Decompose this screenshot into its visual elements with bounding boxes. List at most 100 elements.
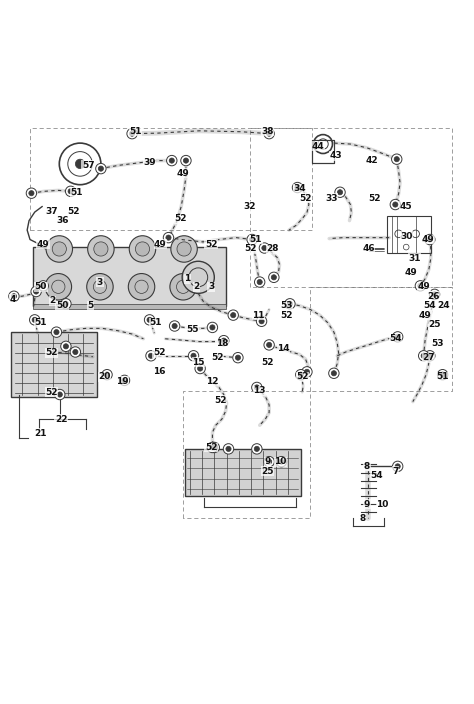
- Circle shape: [247, 234, 257, 245]
- Text: 49: 49: [37, 240, 50, 249]
- Text: 12: 12: [206, 377, 219, 386]
- Circle shape: [418, 283, 423, 289]
- Circle shape: [304, 370, 310, 375]
- Text: 44: 44: [312, 142, 325, 151]
- Text: 52: 52: [296, 372, 309, 381]
- Text: 53: 53: [432, 339, 444, 348]
- Text: 52: 52: [281, 310, 293, 320]
- Circle shape: [295, 185, 300, 190]
- Circle shape: [296, 370, 306, 380]
- Circle shape: [419, 351, 429, 361]
- Text: 27: 27: [422, 353, 435, 362]
- Bar: [33, 246, 226, 306]
- Text: 10: 10: [274, 457, 287, 466]
- Circle shape: [68, 189, 73, 194]
- Text: 9: 9: [364, 500, 370, 509]
- Text: 33: 33: [325, 194, 338, 203]
- Text: 31: 31: [408, 254, 420, 263]
- Text: 52: 52: [46, 388, 58, 396]
- Text: 7: 7: [392, 467, 399, 476]
- Circle shape: [52, 242, 66, 256]
- Circle shape: [207, 442, 218, 453]
- Circle shape: [61, 341, 71, 351]
- Circle shape: [171, 236, 197, 262]
- Circle shape: [335, 187, 345, 197]
- Text: 46: 46: [362, 244, 375, 253]
- Circle shape: [415, 281, 426, 291]
- Circle shape: [55, 389, 65, 400]
- Text: 34: 34: [293, 184, 306, 194]
- Text: 9: 9: [264, 457, 271, 466]
- Circle shape: [231, 313, 236, 318]
- Circle shape: [94, 242, 108, 256]
- Circle shape: [9, 291, 19, 301]
- Text: 52: 52: [68, 207, 80, 215]
- Circle shape: [432, 291, 437, 297]
- Circle shape: [34, 289, 39, 294]
- Circle shape: [269, 272, 279, 282]
- Circle shape: [212, 445, 217, 450]
- Text: 54: 54: [423, 301, 436, 310]
- Circle shape: [210, 325, 215, 330]
- Text: 3: 3: [97, 277, 103, 287]
- Circle shape: [209, 442, 219, 453]
- Text: 52: 52: [262, 358, 274, 367]
- Circle shape: [262, 246, 267, 251]
- Circle shape: [188, 351, 199, 361]
- Circle shape: [266, 131, 272, 137]
- Bar: [312, 140, 334, 163]
- Circle shape: [145, 315, 155, 325]
- Circle shape: [228, 310, 238, 320]
- Text: 55: 55: [186, 325, 198, 334]
- Text: 8: 8: [359, 514, 365, 523]
- Text: 54: 54: [389, 334, 401, 344]
- Text: 43: 43: [330, 151, 343, 161]
- Circle shape: [233, 353, 243, 363]
- Circle shape: [276, 456, 287, 467]
- Circle shape: [249, 237, 255, 242]
- Circle shape: [331, 371, 337, 376]
- Circle shape: [65, 186, 76, 196]
- Circle shape: [87, 274, 113, 300]
- Text: 51: 51: [70, 188, 82, 196]
- Circle shape: [266, 342, 272, 348]
- Text: 2: 2: [50, 296, 56, 306]
- Circle shape: [146, 351, 156, 361]
- Circle shape: [163, 232, 173, 243]
- Circle shape: [394, 156, 399, 162]
- Circle shape: [31, 287, 41, 296]
- Text: 26: 26: [427, 291, 439, 301]
- Circle shape: [127, 128, 137, 139]
- Circle shape: [191, 353, 196, 358]
- Text: 8: 8: [364, 462, 370, 471]
- Text: 52: 52: [211, 353, 223, 362]
- Text: 13: 13: [254, 386, 266, 395]
- Text: 10: 10: [376, 500, 389, 509]
- Circle shape: [11, 294, 17, 298]
- Text: 52: 52: [174, 214, 187, 223]
- Circle shape: [302, 367, 312, 377]
- Circle shape: [328, 368, 339, 379]
- Text: 49: 49: [422, 235, 435, 244]
- Circle shape: [104, 372, 109, 377]
- Circle shape: [298, 372, 303, 377]
- Circle shape: [136, 242, 150, 256]
- Circle shape: [440, 372, 445, 377]
- Circle shape: [57, 392, 63, 397]
- Circle shape: [38, 281, 48, 291]
- Text: 38: 38: [262, 127, 274, 136]
- Text: 42: 42: [365, 156, 378, 165]
- Circle shape: [129, 236, 156, 262]
- Circle shape: [51, 327, 62, 337]
- Text: 52: 52: [299, 194, 312, 203]
- Circle shape: [45, 274, 72, 300]
- Circle shape: [223, 444, 234, 454]
- Text: 52: 52: [244, 244, 256, 253]
- Text: 16: 16: [153, 367, 165, 377]
- Circle shape: [181, 156, 191, 165]
- Text: 25: 25: [428, 320, 441, 329]
- Circle shape: [41, 283, 46, 289]
- Circle shape: [392, 332, 403, 342]
- Text: 32: 32: [244, 202, 256, 211]
- Text: 4: 4: [9, 294, 16, 303]
